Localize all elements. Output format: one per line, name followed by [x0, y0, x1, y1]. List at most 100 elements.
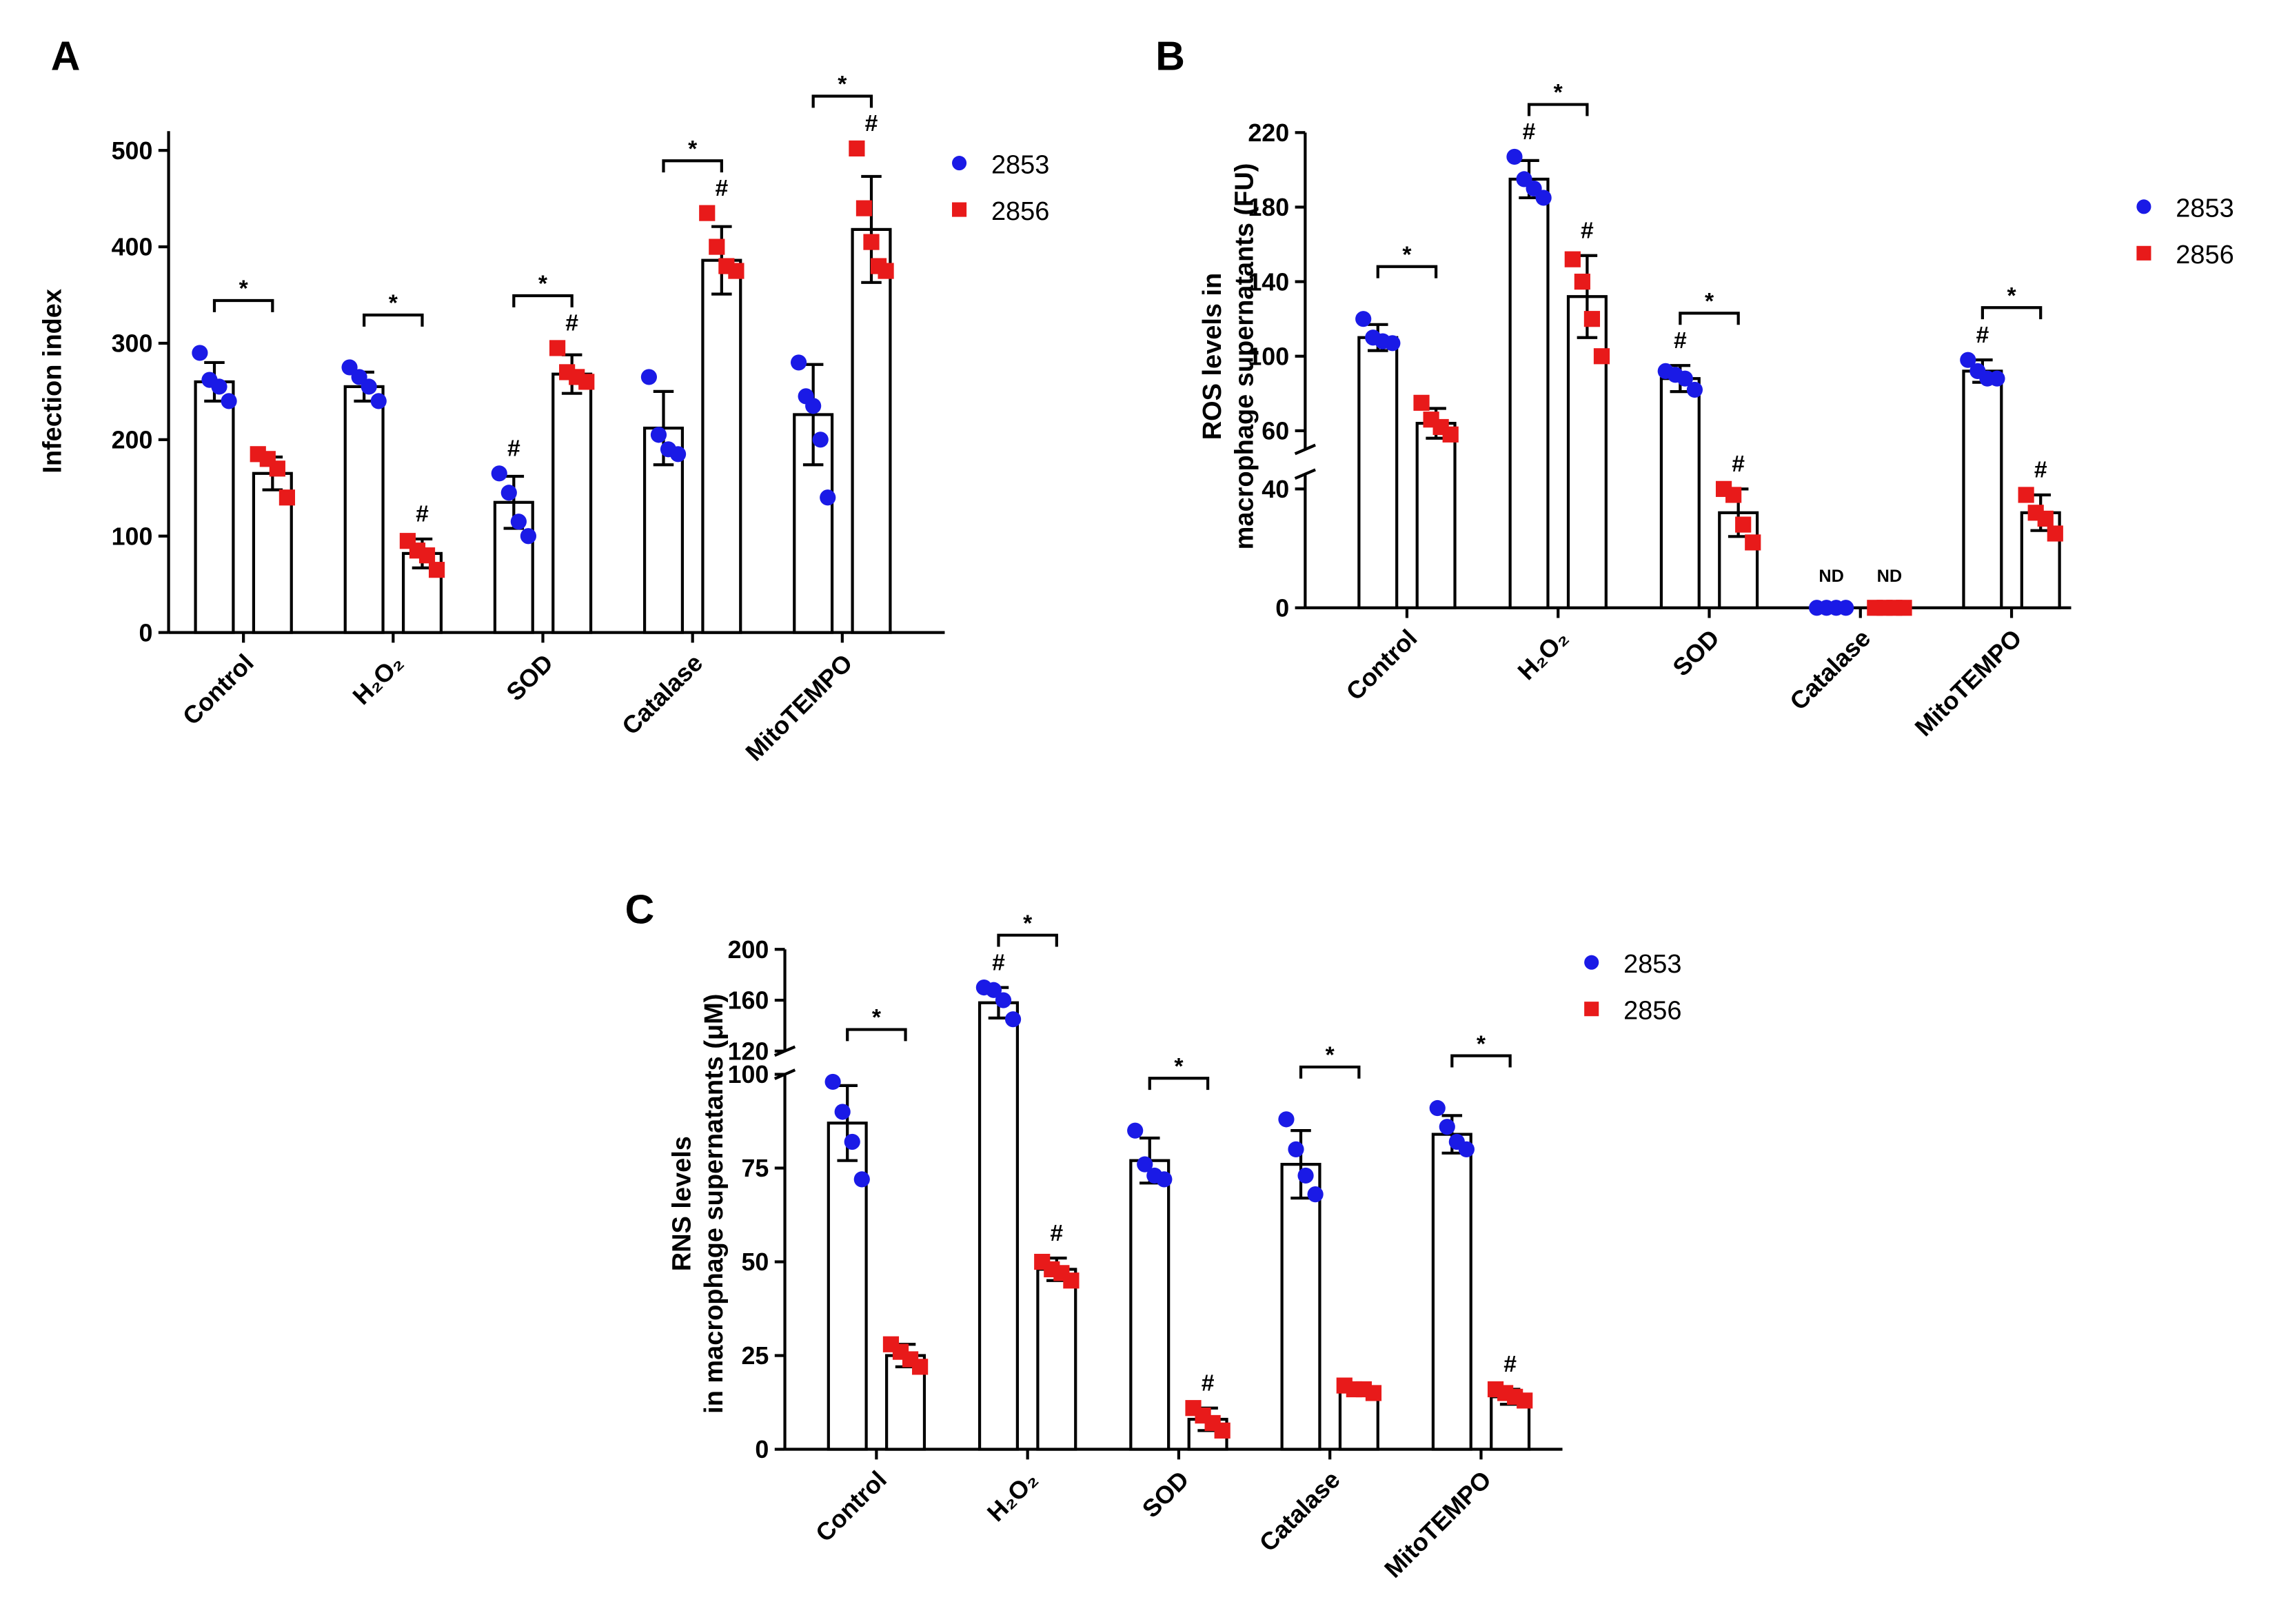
nd-label: ND	[1819, 567, 1844, 586]
data-point	[1564, 251, 1581, 267]
bar	[851, 227, 892, 634]
legend-swatch	[2136, 245, 2151, 261]
x-tick-label: Control	[1341, 625, 1422, 706]
hash-marker: #	[1050, 1220, 1063, 1246]
y-tick-label: 100	[728, 1061, 769, 1088]
x-tick-label: MitoTEMPO	[1379, 1465, 1497, 1583]
y-axis-label-line: RNS levels	[667, 1136, 696, 1271]
data-point	[1583, 311, 1601, 327]
significance-star: *	[2007, 283, 2016, 309]
data-point	[812, 432, 829, 448]
data-point	[650, 427, 667, 443]
legend-label: 2856	[991, 197, 1049, 226]
significance-star: *	[1023, 910, 1033, 936]
data-point	[1896, 600, 1912, 616]
y-tick-label: 400	[112, 234, 153, 261]
hash-marker: #	[1976, 322, 1989, 348]
y-tick-label: 220	[1248, 119, 1289, 147]
y-tick-label: 180	[1248, 194, 1289, 221]
significance-star: *	[1477, 1031, 1486, 1057]
hash-marker: #	[715, 175, 728, 201]
legend-swatch	[2136, 199, 2151, 214]
hash-marker: #	[1503, 1351, 1517, 1377]
error-bar	[1290, 1129, 1311, 1200]
legend-swatch	[952, 156, 967, 171]
bar	[1508, 177, 1550, 609]
data-point	[1960, 352, 1976, 368]
y-axis-label-line: macrophage supernatants (FU)	[1230, 163, 1259, 550]
y-tick-label: 25	[741, 1342, 769, 1370]
data-point	[370, 393, 387, 409]
data-point	[1137, 1156, 1153, 1173]
y-tick-label: 200	[728, 936, 769, 964]
data-point	[1214, 1422, 1230, 1439]
bar	[978, 1001, 1020, 1451]
significance-star: *	[688, 136, 698, 162]
hash-marker: #	[2034, 457, 2047, 483]
axis-break	[1294, 443, 1316, 456]
y-tick-label: 40	[1262, 476, 1289, 503]
hash-marker: #	[1732, 451, 1745, 477]
data-point	[1127, 1122, 1144, 1139]
legend-label: 2853	[991, 150, 1049, 179]
data-point	[1535, 190, 1552, 206]
significance-star: *	[239, 276, 249, 302]
hash-marker: #	[865, 110, 878, 136]
panel-letter: C	[625, 886, 655, 932]
bar	[1659, 377, 1701, 609]
data-point	[699, 205, 716, 221]
significance-bracket	[662, 159, 723, 173]
hash-marker: #	[1581, 217, 1594, 243]
nd-label: ND	[1877, 567, 1903, 586]
significance-star: *	[838, 71, 847, 97]
bar	[701, 258, 742, 634]
data-point	[1355, 311, 1372, 327]
legend-swatch	[1584, 1002, 1599, 1017]
hash-marker: #	[992, 949, 1005, 975]
data-point	[211, 378, 227, 395]
x-tick-label: SOD	[1668, 625, 1725, 682]
y-tick-label: 0	[1275, 594, 1289, 622]
data-point	[1156, 1171, 1173, 1188]
y-tick-label: 50	[741, 1248, 769, 1276]
data-point	[418, 547, 436, 564]
data-point	[1429, 1099, 1446, 1117]
x-tick-label: SOD	[501, 649, 558, 706]
y-tick-label: 140	[1248, 268, 1289, 296]
hash-marker: #	[416, 501, 429, 527]
significance-bracket	[997, 933, 1058, 947]
data-point	[2037, 510, 2054, 527]
data-point	[844, 1133, 860, 1150]
data-point	[269, 460, 285, 477]
y-tick-label: 75	[741, 1155, 769, 1182]
y-tick-label: 100	[112, 522, 153, 550]
data-point	[2047, 525, 2063, 542]
data-point	[1458, 1141, 1475, 1157]
data-point	[1439, 1119, 1455, 1135]
data-point	[878, 263, 894, 279]
axis-break	[1294, 468, 1316, 480]
data-point	[510, 514, 527, 530]
y-axis-label-line: ROS levels in	[1198, 273, 1227, 440]
legend-label: 2856	[1623, 996, 1681, 1025]
significance-star: *	[872, 1004, 882, 1031]
bar	[343, 385, 385, 634]
significance-bracket	[1376, 265, 1438, 278]
legend-swatch	[952, 202, 967, 217]
data-point	[221, 393, 237, 409]
panel-letter: B	[1155, 34, 1185, 79]
significance-bracket	[363, 313, 424, 327]
significance-bracket	[1299, 1065, 1361, 1079]
data-point	[805, 398, 822, 414]
legend-label: 2856	[2176, 241, 2234, 270]
bar	[1431, 1133, 1472, 1451]
x-tick-label: Catalase	[1785, 625, 1876, 716]
data-point	[640, 369, 658, 385]
x-tick-label: H₂O₂	[347, 649, 409, 710]
data-point	[1297, 1167, 1314, 1184]
y-axis-label-line: Infection index	[39, 289, 68, 474]
x-tick-label: Catalase	[617, 649, 709, 740]
significance-bracket	[1148, 1077, 1210, 1090]
data-point	[709, 238, 725, 255]
bar	[1962, 369, 2003, 609]
